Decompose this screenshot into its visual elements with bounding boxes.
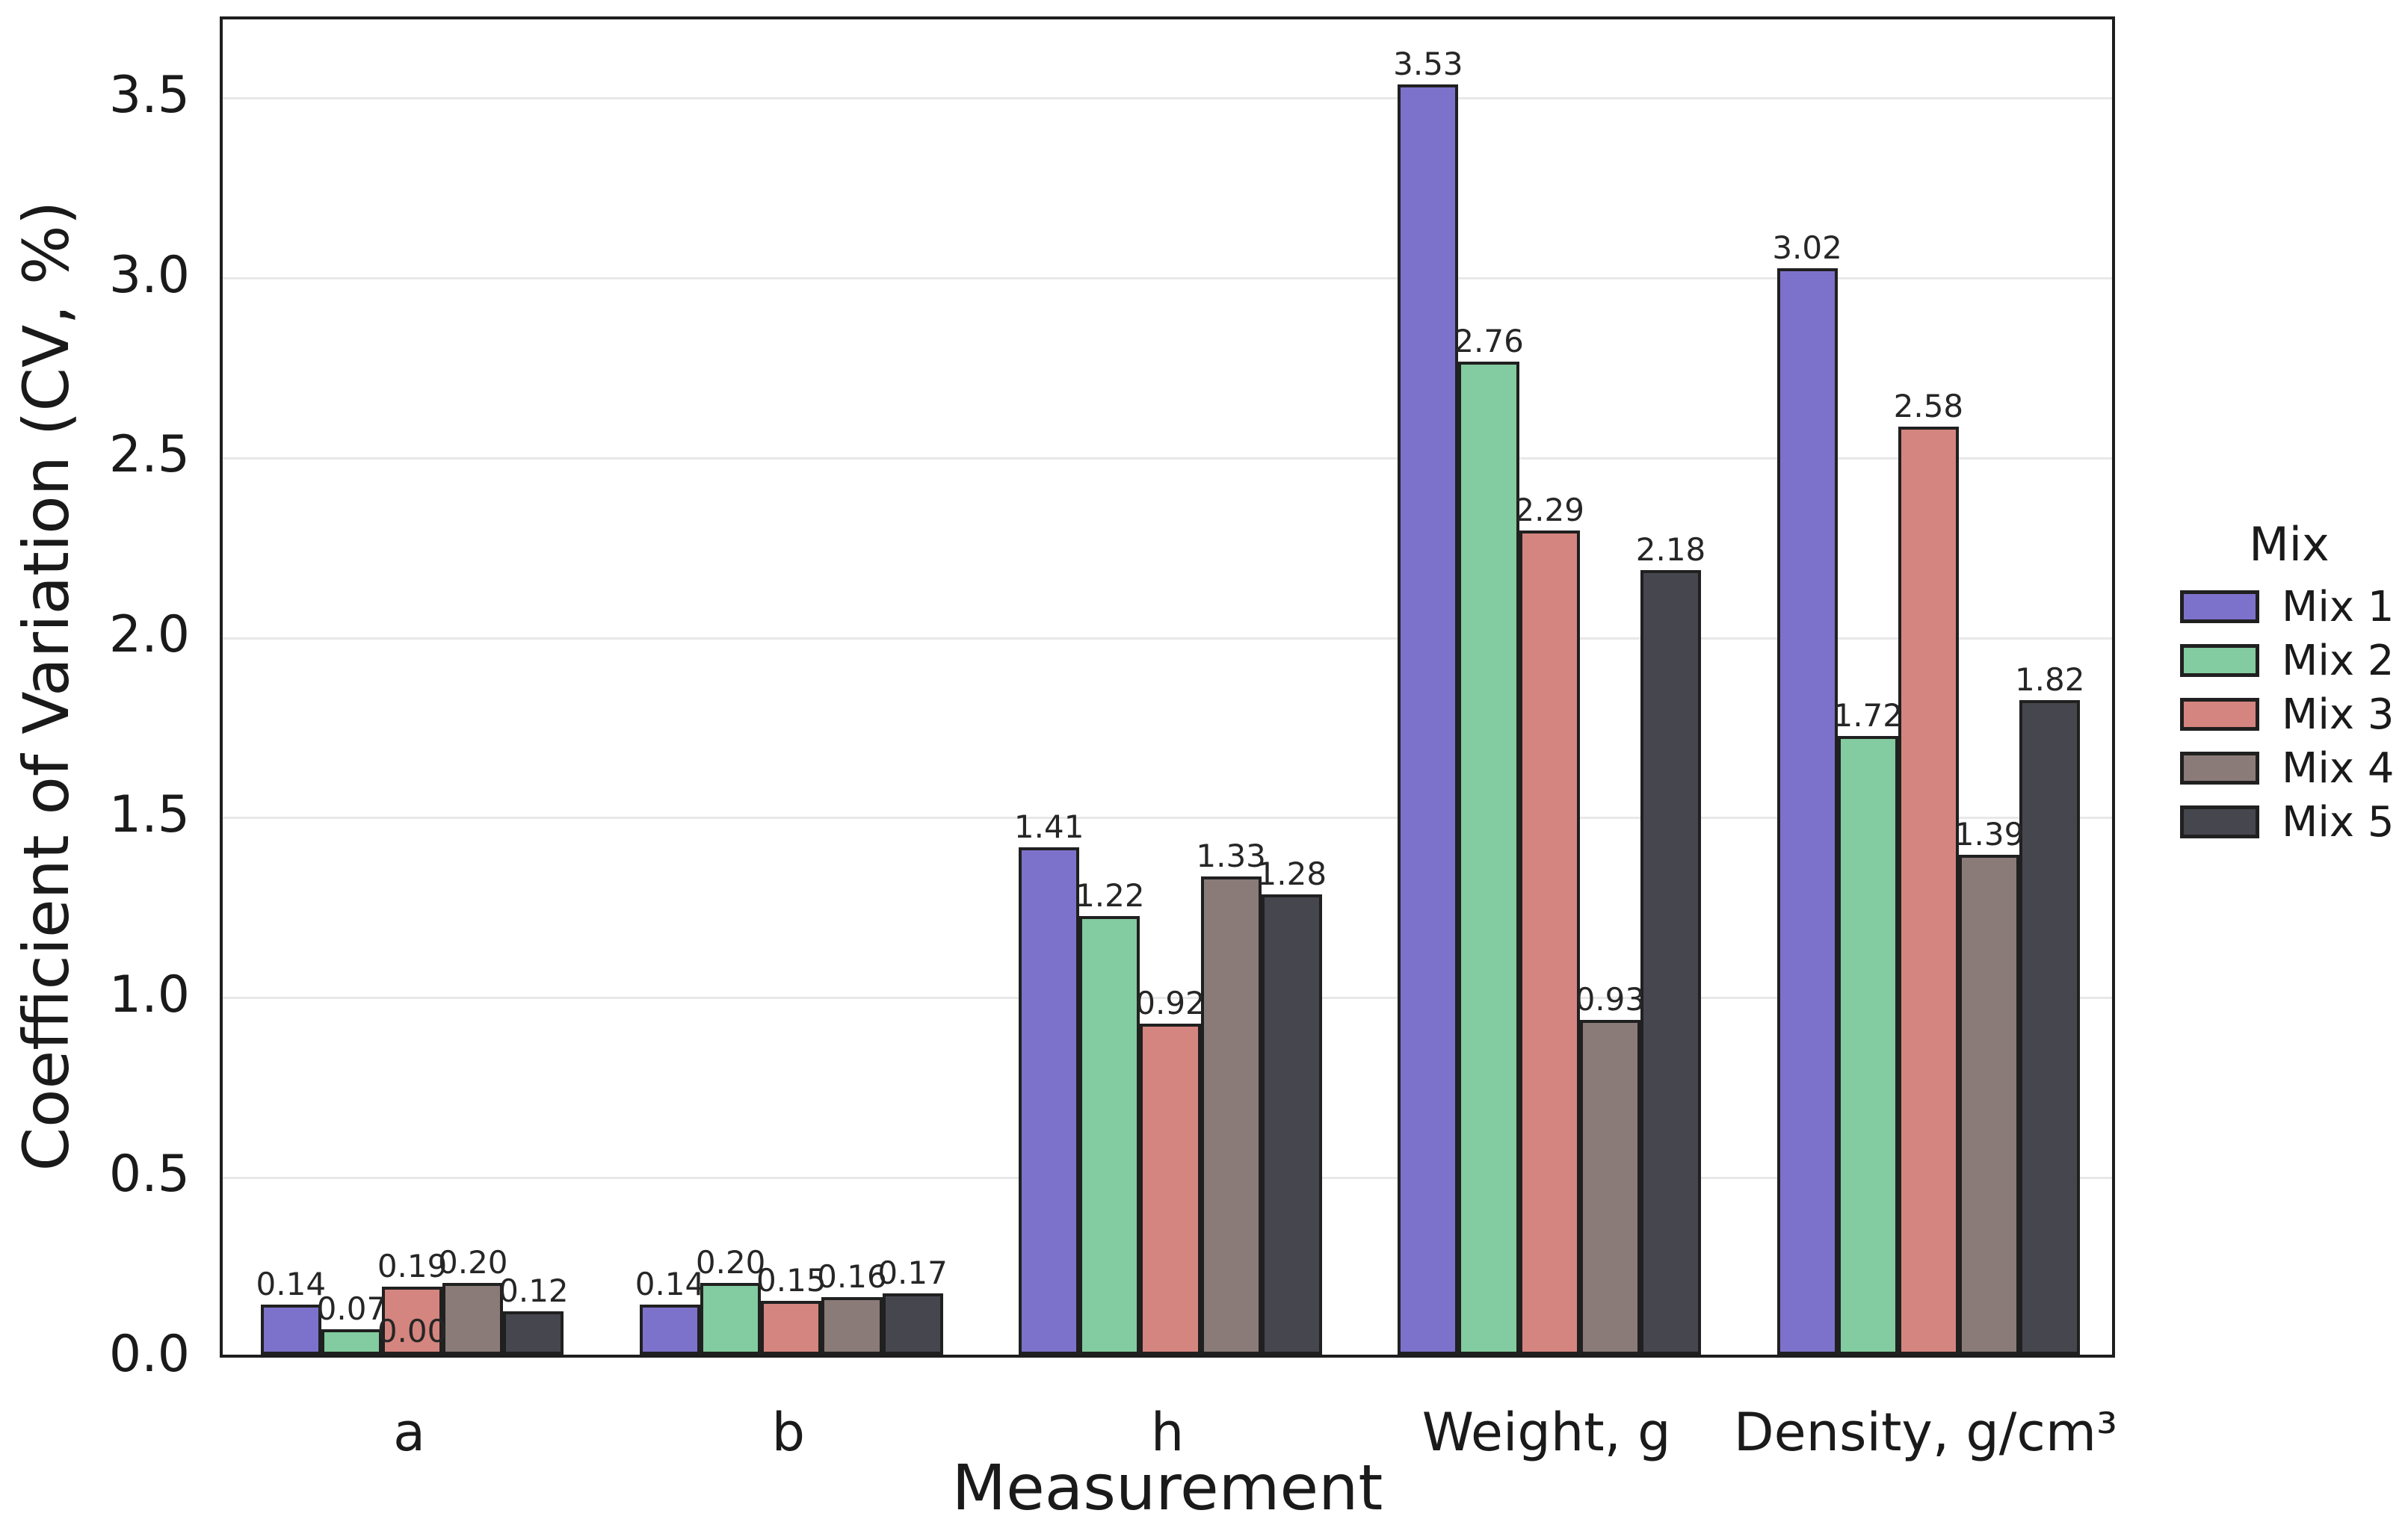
bar [1898, 426, 1959, 1355]
bar-value-label: 1.72 [1833, 696, 1903, 734]
bar-value-label: 1.41 [1013, 808, 1084, 846]
y-tick-label: 3.0 [108, 245, 190, 305]
bar [382, 1286, 443, 1355]
bar [1519, 531, 1580, 1355]
bar-value-label: 0.93 [1575, 981, 1646, 1018]
y-tick-label: 2.0 [108, 605, 190, 665]
legend-label: Mix 4 [2282, 743, 2395, 793]
bar-value-label: 0.19 [377, 1247, 448, 1284]
bar [1640, 570, 1702, 1355]
legend-item: Mix 2 [2180, 634, 2404, 687]
bar [1958, 854, 2020, 1355]
bar-value-label: 1.22 [1075, 876, 1145, 914]
bar [321, 1329, 382, 1355]
bar-value-label: 2.29 [1514, 492, 1584, 529]
bar [1776, 268, 1838, 1355]
bar-value-label: 0.20 [695, 1243, 766, 1281]
bar-value-label: 0.07 [316, 1290, 387, 1328]
bar-value-label: 1.39 [1954, 815, 2025, 853]
bar-value-label: 0.16 [817, 1258, 887, 1295]
bar [882, 1293, 943, 1355]
legend-swatch [2180, 752, 2259, 785]
legend-label: Mix 2 [2282, 636, 2395, 685]
bar-value-label: 2.76 [1454, 323, 1524, 360]
legend-label: Mix 5 [2282, 797, 2395, 847]
bar-value-label: 0.14 [635, 1265, 706, 1302]
bar-value-label: 0.14 [256, 1265, 327, 1302]
bar [2019, 699, 2081, 1355]
legend-swatch [2180, 698, 2259, 731]
grid-line [223, 997, 2112, 1000]
bar [821, 1296, 883, 1355]
bar [700, 1282, 762, 1355]
grid-line [223, 457, 2112, 460]
bar-value-label: 0.17 [877, 1255, 948, 1292]
bar-value-label: 2.58 [1893, 387, 1964, 424]
zero-value-label: 0.00 [377, 1313, 448, 1349]
y-tick-label: 1.5 [108, 785, 190, 844]
bar [442, 1282, 504, 1355]
bar [1398, 84, 1459, 1355]
bar-value-label: 0.92 [1135, 985, 1205, 1022]
x-tick-label: b [771, 1402, 806, 1463]
bar [639, 1304, 701, 1355]
bar-value-label: 1.82 [2014, 661, 2085, 698]
bar [1837, 735, 1898, 1355]
legend-item: Mix 5 [2180, 795, 2404, 849]
bar [761, 1300, 822, 1355]
bar [1579, 1020, 1640, 1355]
legend-swatch [2180, 590, 2259, 623]
x-tick-label: Weight, g [1421, 1402, 1671, 1463]
bar-value-label: 3.02 [1772, 229, 1842, 267]
legend-title: Mix [2249, 517, 2330, 572]
bar-value-label: 1.33 [1196, 837, 1266, 874]
bar-value-label: 2.18 [1635, 531, 1706, 569]
legend-label: Mix 1 [2282, 582, 2395, 631]
y-tick-label: 2.5 [108, 425, 190, 485]
y-tick-label: 1.0 [108, 965, 190, 1024]
bar-value-label: 0.12 [498, 1272, 569, 1310]
grid-line [223, 637, 2112, 640]
bar [1458, 362, 1519, 1355]
bar [1261, 894, 1322, 1355]
legend: Mix Mix 1 Mix 2 Mix 3 Mix 4 Mix 5 [2180, 519, 2404, 849]
bar-value-label: 0.20 [437, 1243, 508, 1281]
y-axis-title: Coefficient of Variation (CV, %) [10, 200, 83, 1172]
grid-line [223, 97, 2112, 100]
bar-value-label: 1.28 [1256, 855, 1327, 892]
x-tick-label: a [393, 1402, 426, 1463]
grid-line [223, 277, 2112, 280]
legend-item: Mix 4 [2180, 741, 2404, 795]
bar [503, 1311, 564, 1355]
legend-swatch [2180, 805, 2259, 838]
x-tick-label: Density, g/cm³ [1733, 1402, 2118, 1463]
y-tick-label: 0.5 [108, 1145, 190, 1204]
legend-item: Mix 1 [2180, 580, 2404, 634]
legend-swatch [2180, 644, 2259, 677]
x-tick-label: h [1150, 1402, 1185, 1463]
y-tick-label: 0.0 [108, 1325, 190, 1384]
legend-items: Mix 1 Mix 2 Mix 3 Mix 4 Mix 5 [2180, 580, 2404, 849]
bar-value-label: 3.53 [1393, 46, 1463, 83]
legend-label: Mix 3 [2282, 690, 2395, 739]
plot-area: 0.14 0.14 1.41 3.53 3.02 0.07 0.20 1.22 2.76 1.72… [220, 16, 2115, 1358]
bar [260, 1304, 321, 1355]
x-axis-title: Measurement [951, 1451, 1383, 1524]
y-tick-label: 3.5 [108, 65, 190, 125]
bar-value-label: 0.15 [756, 1261, 827, 1299]
grid-line [223, 817, 2112, 820]
bar [1019, 847, 1080, 1355]
bar [1200, 876, 1262, 1355]
legend-item: Mix 3 [2180, 687, 2404, 741]
bar [1140, 1024, 1201, 1355]
bar [1079, 915, 1140, 1355]
